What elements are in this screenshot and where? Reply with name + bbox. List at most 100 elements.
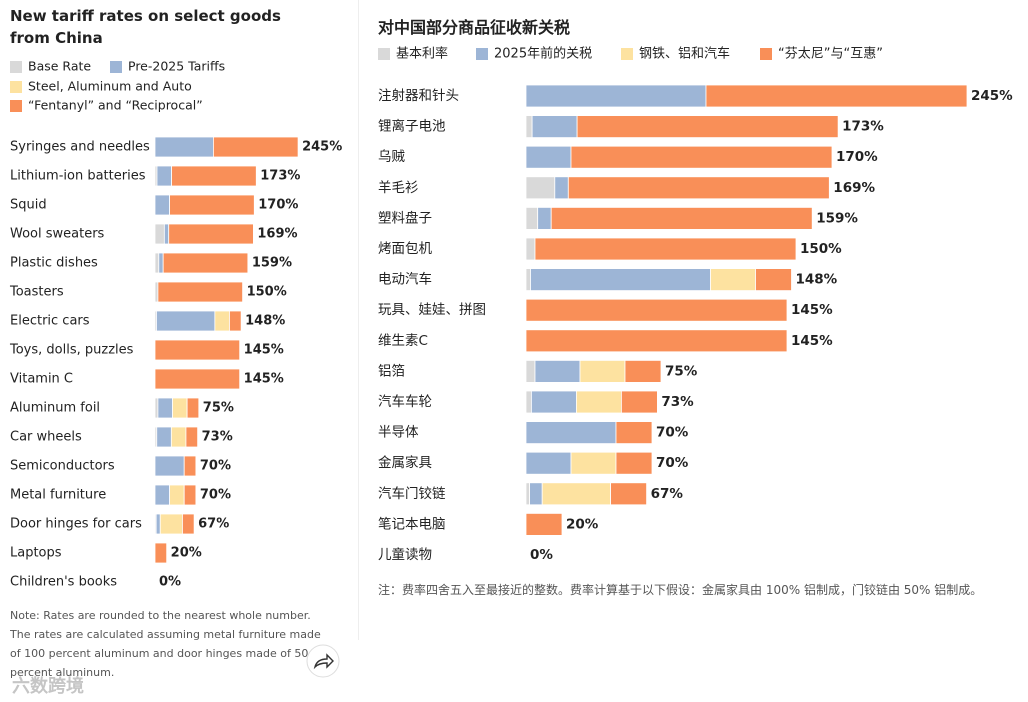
bar-segment xyxy=(525,268,531,292)
legend-swatch xyxy=(760,48,772,60)
legend-label: 基本利率 xyxy=(396,46,448,62)
total-label: 75% xyxy=(203,401,234,416)
category-label: Electric cars xyxy=(10,314,90,329)
bar-segment xyxy=(154,542,168,564)
share-icon[interactable] xyxy=(313,653,334,670)
bar-segment xyxy=(525,421,617,445)
total-label: 245% xyxy=(302,140,342,155)
total-label: 145% xyxy=(791,302,833,318)
bar-segment xyxy=(621,390,658,414)
bar-segment xyxy=(168,223,254,245)
total-label: 150% xyxy=(800,241,842,257)
bar-segment xyxy=(525,145,572,169)
bar-segment xyxy=(525,451,572,475)
bar-segment xyxy=(154,252,160,274)
total-label: 150% xyxy=(247,285,287,300)
bar-segment xyxy=(183,455,197,477)
total-label: 169% xyxy=(833,180,875,196)
total-label: 70% xyxy=(656,455,689,471)
legend-swatch xyxy=(378,48,390,60)
category-label: Syringes and needles xyxy=(10,140,150,155)
bar-segment xyxy=(615,421,653,445)
bar-segment xyxy=(169,484,185,506)
bar-segment xyxy=(154,455,185,477)
bar-segment xyxy=(156,165,172,187)
category-label: Lithium-ion batteries xyxy=(10,169,146,184)
category-label: 金属家具 xyxy=(378,454,432,471)
category-label: Wool sweaters xyxy=(10,227,105,242)
bar-segment xyxy=(525,84,707,108)
bar-segment xyxy=(525,237,536,261)
category-label: 儿童读物 xyxy=(378,546,432,563)
category-label: 乌贼 xyxy=(378,149,405,165)
bar-segment xyxy=(157,397,173,419)
total-label: 20% xyxy=(171,546,202,561)
total-label: 159% xyxy=(252,256,292,271)
legend-label: Steel, Aluminum and Auto xyxy=(28,79,192,94)
category-label: Door hinges for cars xyxy=(10,517,142,532)
bar-segment xyxy=(154,484,171,506)
bar-segment xyxy=(534,237,797,261)
bar-segment xyxy=(567,176,830,200)
bar-segment xyxy=(229,310,242,332)
total-label: 145% xyxy=(244,343,284,358)
total-label: 20% xyxy=(566,516,599,532)
total-label: 170% xyxy=(258,198,298,213)
bar-segment xyxy=(531,390,577,414)
category-label: 笔记本电脑 xyxy=(378,516,446,532)
bar-segment xyxy=(529,482,543,506)
bar-segment xyxy=(169,194,255,216)
watermark: 六数跨境 xyxy=(12,676,84,697)
bar-segment xyxy=(155,513,161,535)
bar-segment xyxy=(154,194,171,216)
legend-label: “Fentanyl” and “Reciprocal” xyxy=(28,98,203,113)
legend-label: Base Rate xyxy=(28,59,91,74)
total-label: 73% xyxy=(661,394,694,410)
total-label: 245% xyxy=(971,88,1013,104)
category-label: Squid xyxy=(10,198,47,213)
total-label: 145% xyxy=(244,372,284,387)
bar-segment xyxy=(525,115,533,138)
bar-segment xyxy=(159,513,183,535)
bar-segment xyxy=(157,281,243,303)
bar-segment xyxy=(534,359,581,383)
legend-swatch xyxy=(110,61,122,73)
bar-segment xyxy=(570,145,833,169)
legend-label: 2025年前的关税 xyxy=(494,46,592,62)
bar-segment xyxy=(576,115,839,138)
bar-segment xyxy=(550,206,813,230)
bar-segment xyxy=(576,390,622,414)
legend-label: Pre-2025 Tariffs xyxy=(128,59,225,74)
bar-segment xyxy=(525,482,530,506)
bar-segment xyxy=(185,426,199,448)
bar-segment xyxy=(579,359,626,383)
chart-title: New tariff rates on select goods from Ch… xyxy=(10,7,281,47)
bar-segment xyxy=(554,176,569,200)
share-button[interactable] xyxy=(306,644,340,678)
bar-segment xyxy=(182,513,195,535)
total-label: 169% xyxy=(257,227,297,242)
bar-segment xyxy=(158,252,164,274)
total-label: 67% xyxy=(651,486,684,502)
category-label: 铝箔 xyxy=(378,363,405,379)
total-label: 0% xyxy=(530,547,553,563)
total-label: 170% xyxy=(836,149,878,165)
bar-segment xyxy=(525,359,536,383)
bar-segment xyxy=(212,136,299,158)
bar-segment xyxy=(156,426,172,448)
category-label: 汽车门铰链 xyxy=(378,485,446,502)
bar-segment xyxy=(525,329,788,353)
total-label: 70% xyxy=(200,459,231,474)
category-label: Laptops xyxy=(10,546,62,561)
total-label: 70% xyxy=(656,425,689,441)
bar-segment xyxy=(154,136,214,158)
total-label: 70% xyxy=(200,488,231,503)
bar-segment xyxy=(530,268,711,292)
category-label: 锂离子电池 xyxy=(378,118,446,135)
bar-segment xyxy=(186,397,200,419)
total-label: 67% xyxy=(198,517,229,532)
category-label: 电动汽车 xyxy=(378,271,432,288)
category-label: Metal furniture xyxy=(10,488,106,503)
